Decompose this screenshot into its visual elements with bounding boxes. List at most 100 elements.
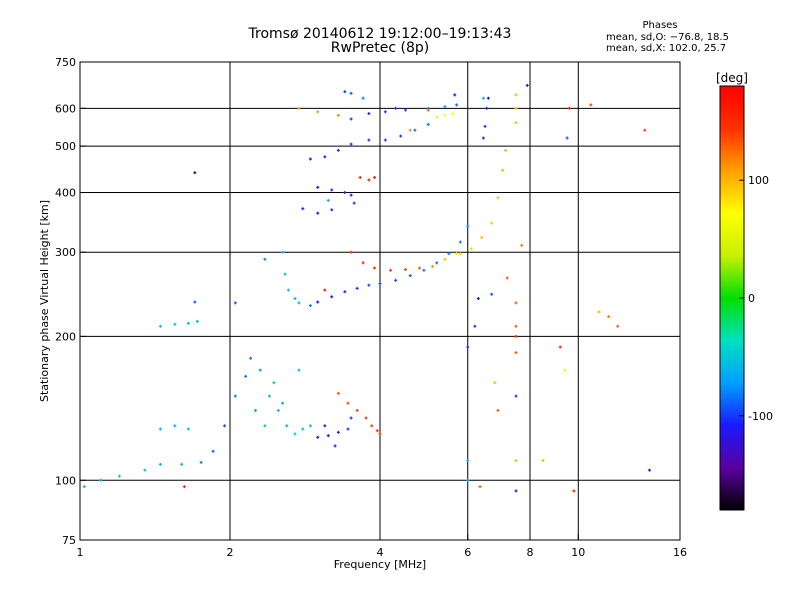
data-point — [458, 252, 462, 256]
data-point — [399, 134, 403, 138]
y-tick-label: 400 — [55, 186, 76, 199]
data-point — [447, 252, 451, 256]
data-point — [308, 157, 312, 161]
data-point — [367, 112, 371, 116]
data-point — [349, 250, 353, 254]
data-point — [330, 188, 334, 192]
data-point — [478, 485, 482, 489]
data-point — [352, 201, 356, 205]
data-point — [514, 93, 518, 97]
colorbar-tick-label: -100 — [748, 410, 773, 423]
x-axis-label: Frequency [MHz] — [334, 558, 426, 571]
data-point — [514, 489, 518, 493]
data-point — [333, 444, 337, 448]
data-point — [244, 374, 248, 378]
data-point — [367, 283, 371, 287]
data-point — [378, 432, 382, 436]
data-point — [643, 128, 647, 132]
data-point — [297, 368, 301, 372]
data-point — [565, 136, 569, 140]
data-point — [293, 432, 297, 436]
data-point — [616, 324, 620, 328]
data-point — [343, 190, 347, 194]
data-point — [373, 175, 377, 179]
data-point — [272, 381, 276, 385]
data-point — [458, 240, 462, 244]
data-point — [158, 427, 162, 431]
data-point — [389, 268, 393, 272]
y-tick-label: 500 — [55, 140, 76, 153]
data-point — [186, 427, 190, 431]
data-point — [473, 324, 477, 328]
data-point — [330, 295, 334, 299]
data-point — [541, 458, 545, 462]
data-point — [199, 460, 203, 464]
data-point — [233, 301, 237, 305]
data-point — [426, 108, 430, 112]
data-point — [361, 96, 365, 100]
data-point — [263, 424, 267, 428]
data-point — [193, 300, 197, 304]
data-point — [281, 401, 285, 405]
data-point — [426, 123, 430, 127]
phases-header: Phases — [642, 20, 678, 31]
data-point — [431, 265, 435, 269]
x-tick-label: 1 — [77, 546, 84, 559]
colorbar: [deg] 100 0 -100 — [716, 71, 773, 511]
data-point — [308, 304, 312, 308]
data-point — [435, 261, 439, 265]
data-point — [443, 257, 447, 261]
data-point — [514, 106, 518, 110]
data-point — [435, 115, 439, 119]
y-axis: 75 100 200 300 400 500 600 750 — [55, 56, 86, 547]
data-point — [358, 175, 362, 179]
data-point — [326, 198, 330, 202]
data-point — [143, 468, 147, 472]
data-point — [493, 381, 497, 385]
data-point — [589, 103, 593, 107]
data-point — [258, 368, 262, 372]
data-point — [267, 394, 271, 398]
data-point — [607, 315, 611, 319]
data-point — [483, 124, 487, 128]
data-point — [323, 288, 327, 292]
data-point — [301, 207, 305, 211]
data-point — [283, 272, 287, 276]
data-point — [490, 292, 494, 296]
data-point — [567, 106, 571, 110]
data-point — [117, 474, 121, 478]
data-point — [316, 110, 320, 114]
data-point — [326, 434, 330, 438]
data-point — [525, 83, 529, 87]
data-point — [490, 221, 494, 225]
data-point — [349, 91, 353, 95]
data-point — [253, 408, 257, 412]
data-point — [336, 113, 340, 117]
data-point — [336, 391, 340, 395]
x-axis: 1 2 4 6 8 10 16 — [77, 534, 687, 559]
data-point — [336, 148, 340, 152]
data-point — [504, 148, 508, 152]
y-tick-label: 750 — [55, 56, 76, 69]
data-point — [343, 90, 347, 94]
data-point — [514, 324, 518, 328]
data-point — [520, 243, 524, 247]
data-point — [514, 121, 518, 125]
data-point — [367, 178, 371, 182]
data-point — [455, 103, 459, 107]
data-point — [355, 286, 359, 290]
data-point — [496, 408, 500, 412]
data-point — [346, 401, 350, 405]
x-tick-label: 16 — [673, 546, 687, 559]
data-point — [451, 112, 455, 116]
data-point — [364, 416, 368, 420]
data-point — [361, 261, 365, 265]
data-point — [173, 424, 177, 428]
data-point — [301, 427, 305, 431]
data-point — [496, 196, 500, 200]
data-point — [375, 429, 379, 433]
data-point — [394, 278, 398, 282]
data-point — [186, 321, 190, 325]
data-point — [481, 136, 485, 140]
data-point — [211, 449, 215, 453]
